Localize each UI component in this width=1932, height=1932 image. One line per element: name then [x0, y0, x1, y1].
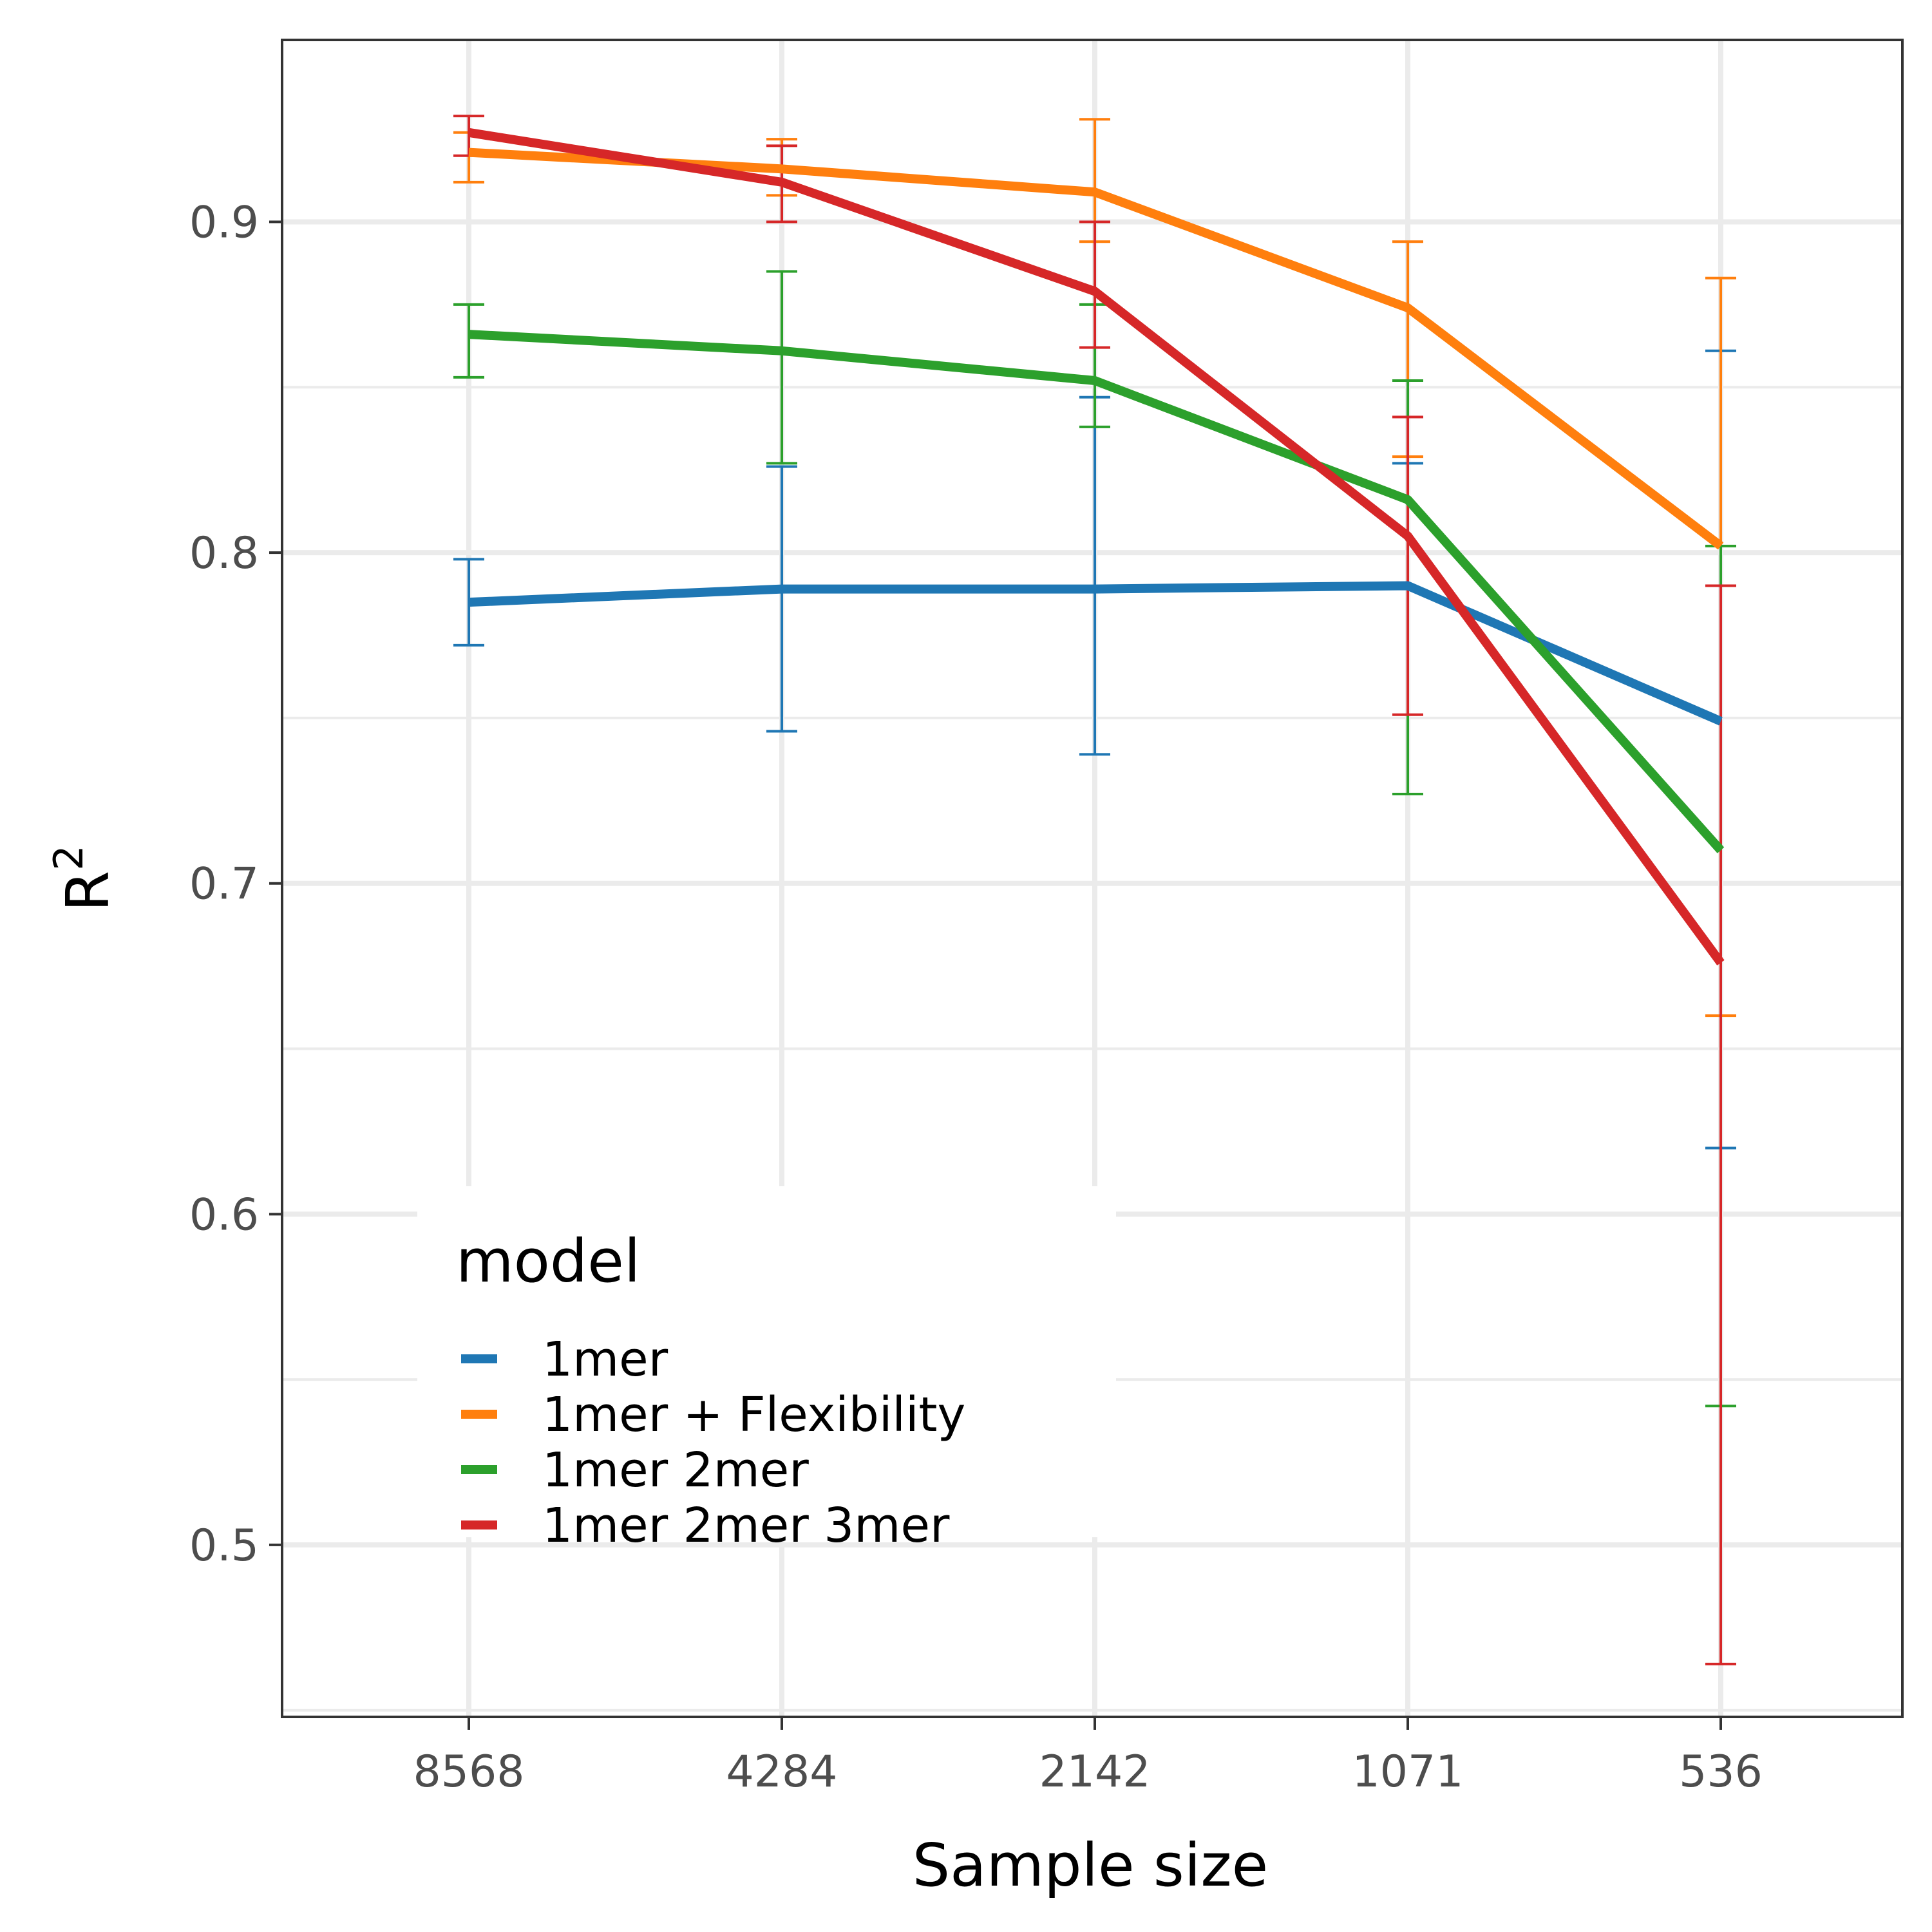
error-bars [453, 115, 1736, 1665]
legend-label: 1mer 2mer [542, 1443, 809, 1498]
legend-label: 1mer + Flexibility [542, 1387, 965, 1443]
y-tick-label: 0.5 [189, 1520, 259, 1571]
axes: 0.5 0.6 0.7 0.8 0.9 8568 4284 2142 1071 536 [189, 197, 1763, 1797]
legend-label: 1mer 2mer 3mer [542, 1498, 950, 1553]
y-axis-title: R2 [45, 845, 122, 911]
x-axis-title: Sample size [913, 1831, 1269, 1900]
y-axis-title-superscript: 2 [45, 845, 92, 870]
legend-background [417, 1186, 1116, 1537]
x-tick-label: 1071 [1352, 1747, 1463, 1797]
series-line [468, 330, 1725, 854]
y-axis-title-base: R [53, 871, 122, 912]
series-line [468, 581, 1723, 726]
series-lines [468, 128, 1725, 966]
plot-border [281, 39, 1904, 1718]
x-tick-label: 536 [1679, 1747, 1763, 1797]
x-tick-label: 2142 [1039, 1747, 1150, 1797]
x-tick-label: 8568 [413, 1747, 524, 1797]
x-tick-label: 4284 [726, 1747, 837, 1797]
legend-title: model [456, 1227, 640, 1296]
y-tick-label: 0.6 [189, 1189, 259, 1240]
y-tick-label: 0.9 [189, 197, 259, 248]
y-tick-label: 0.7 [189, 859, 259, 910]
y-tick-label: 0.8 [189, 528, 259, 579]
legend-label: 1mer [542, 1332, 668, 1387]
series-line [468, 128, 1725, 966]
